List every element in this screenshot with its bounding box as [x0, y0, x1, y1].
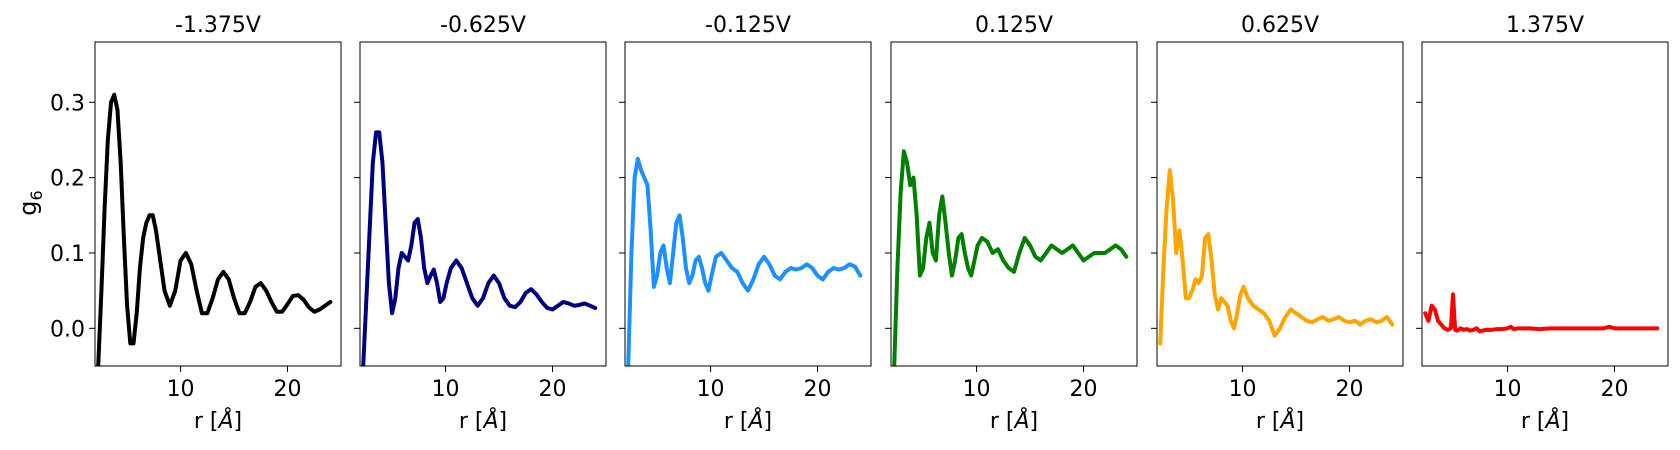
panel-frame	[624, 41, 872, 367]
x-tick-label: 10	[167, 377, 195, 402]
panel-5: 0.625V 10 20 r [Å]	[1151, 13, 1404, 434]
panel-frame	[890, 41, 1138, 367]
series-line	[1423, 292, 1660, 334]
panel-frame	[1156, 41, 1404, 367]
panel-frame	[1421, 41, 1669, 367]
x-axis-label-unit: Å	[1543, 407, 1560, 434]
x-tick-label: 10	[432, 377, 460, 402]
series-line	[1158, 168, 1395, 346]
panel-2: -0.625V 10 20 r [Å]	[354, 13, 607, 434]
x-axis-label: r [Å]	[194, 407, 242, 434]
x-tick-label: 20	[1601, 377, 1629, 402]
x-axis-label: r [Å]	[1521, 407, 1569, 434]
x-tick-label: 20	[274, 377, 302, 402]
x-axis-label-close: ]	[234, 409, 243, 434]
x-axis-label-close: ]	[1561, 409, 1570, 434]
x-axis-label-close: ]	[1296, 409, 1305, 434]
x-tick-label: 10	[963, 377, 991, 402]
y-tick-label: 0.1	[50, 242, 85, 267]
x-axis-label-text: r [	[990, 409, 1015, 434]
y-tick-label: 0.2	[50, 167, 85, 192]
x-axis-label: r [Å]	[459, 407, 507, 434]
x-tick-label: 20	[1070, 377, 1098, 402]
x-tick-label: 20	[1336, 377, 1364, 402]
x-axis-label-text: r [	[459, 409, 484, 434]
panel-title: 0.625V	[1241, 13, 1319, 38]
panel-1: -1.375V 0.0 0.1 0.2 0.3 10 20 r [Å]	[50, 13, 342, 434]
x-tick-label: 10	[1494, 377, 1522, 402]
x-axis-label-close: ]	[764, 409, 773, 434]
x-axis-label-text: r [	[1256, 409, 1281, 434]
y-axis-label: g6	[14, 190, 46, 215]
x-tick-label: 20	[539, 377, 567, 402]
x-axis-label-unit: Å	[1278, 407, 1295, 434]
x-axis-label-text: r [	[724, 409, 749, 434]
panel-6: 1.375V 10 20 r [Å]	[1416, 13, 1669, 434]
series-line	[361, 130, 598, 366]
x-axis-label-unit: Å	[1012, 407, 1029, 434]
x-tick-label: 20	[804, 377, 832, 402]
series-line	[626, 156, 863, 366]
x-axis-label-text: r [	[194, 409, 219, 434]
y-axis-label-subscript: 6	[27, 190, 46, 200]
panel-title: -0.625V	[440, 13, 526, 38]
x-axis-label: r [Å]	[1256, 407, 1304, 434]
series-line	[96, 92, 333, 366]
series-line	[892, 149, 1129, 366]
x-tick-label: 10	[1229, 377, 1257, 402]
panel-3: -0.125V 10 20 r [Å]	[619, 13, 872, 434]
x-axis-label-unit: Å	[216, 407, 233, 434]
panel-title: 0.125V	[975, 13, 1053, 38]
x-axis-label-close: ]	[499, 409, 508, 434]
panel-frame	[359, 41, 607, 367]
x-axis-label-close: ]	[1030, 409, 1039, 434]
panel-title: -1.375V	[175, 13, 261, 38]
x-axis-label-text: r [	[1521, 409, 1546, 434]
y-tick-label: 0.3	[50, 91, 85, 116]
x-axis-label: r [Å]	[990, 407, 1038, 434]
x-tick-label: 10	[697, 377, 725, 402]
y-tick-label: 0.0	[50, 317, 85, 342]
x-axis-label: r [Å]	[724, 407, 772, 434]
x-axis-label-unit: Å	[481, 407, 498, 434]
panel-4: 0.125V 10 20 r [Å]	[885, 13, 1138, 434]
panel-frame	[94, 41, 342, 367]
x-axis-label-unit: Å	[746, 407, 763, 434]
panel-title: -0.125V	[705, 13, 791, 38]
panel-title: 1.375V	[1506, 13, 1584, 38]
